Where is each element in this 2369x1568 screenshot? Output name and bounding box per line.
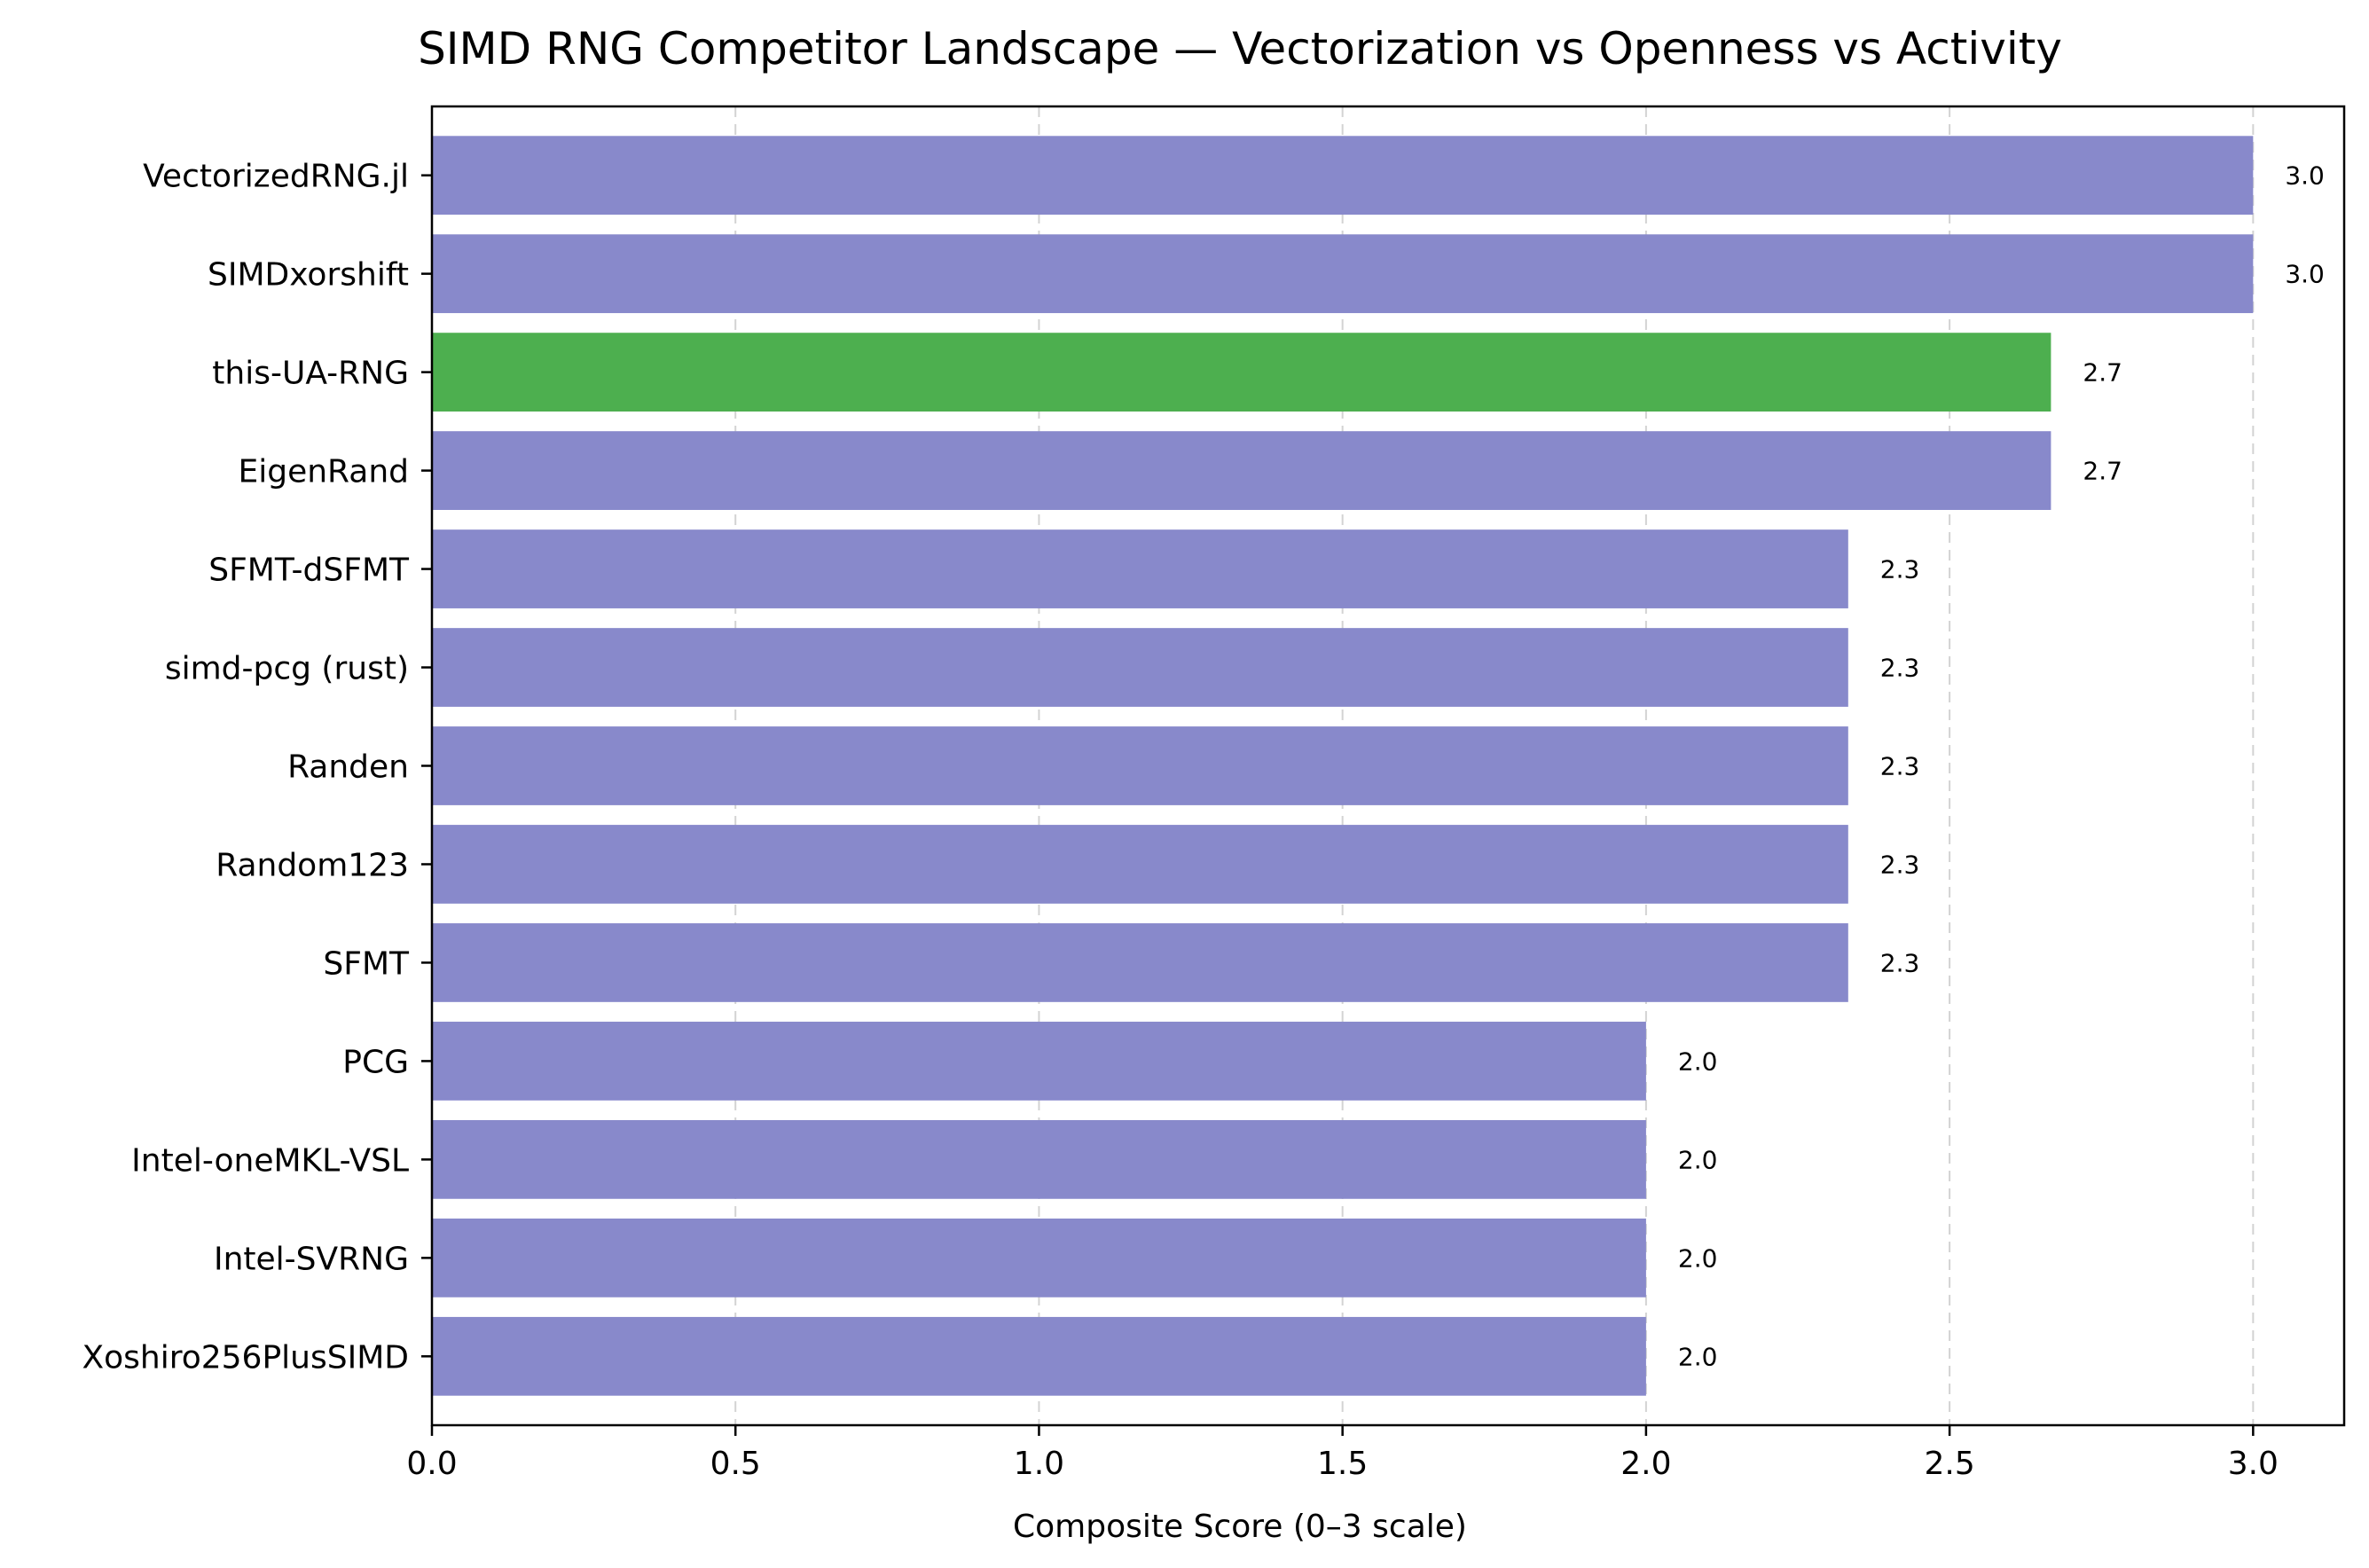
data-label: 2.7 — [2083, 457, 2122, 486]
y-tick-label: PCG — [342, 1044, 409, 1080]
bar — [432, 234, 2254, 314]
x-tick-label: 0.0 — [406, 1446, 457, 1482]
data-label: 2.0 — [1678, 1342, 1718, 1371]
x-tick-label: 3.0 — [2228, 1446, 2279, 1482]
data-label: 2.0 — [1678, 1145, 1718, 1174]
data-label: 2.3 — [1880, 850, 1920, 879]
x-tick-label: 1.0 — [1014, 1446, 1064, 1482]
y-tick-label: Random123 — [216, 847, 409, 883]
bar — [432, 1316, 1646, 1396]
data-labels: 3.0 3.0 2.7 2.7 2.3 2.3 2.3 2.3 2.3 2.0 2.0 2.0 2.0 — [1678, 161, 2325, 1372]
bar — [432, 726, 1848, 805]
y-tick-label: VectorizedRNG.jl — [143, 159, 409, 195]
bar — [432, 825, 1848, 904]
bar — [432, 431, 2051, 510]
data-label: 2.0 — [1678, 1047, 1718, 1076]
y-tick-label: Intel-SVRNG — [214, 1241, 409, 1277]
y-tick-label: Xoshiro256PlusSIMD — [82, 1339, 409, 1376]
bar — [432, 333, 2051, 412]
x-axis-label: Composite Score (0–3 scale) — [1013, 1509, 1467, 1545]
y-tick-label: SFMT — [323, 945, 410, 982]
data-label: 2.3 — [1880, 752, 1920, 781]
data-label: 3.0 — [2285, 161, 2325, 191]
bar — [432, 628, 1848, 707]
bar — [432, 136, 2254, 216]
x-tick-label: 1.5 — [1317, 1446, 1368, 1482]
x-tick-labels: 0.0 0.5 1.0 1.5 2.0 2.5 3.0 — [406, 1425, 2279, 1482]
data-label: 2.7 — [2083, 358, 2122, 388]
bar — [432, 1119, 1646, 1199]
x-tick-label: 0.5 — [710, 1446, 761, 1482]
data-label: 2.3 — [1880, 948, 1920, 977]
y-tick-label: Intel-oneMKL-VSL — [131, 1142, 409, 1179]
bar — [432, 529, 1848, 608]
y-tick-label: Randen — [287, 749, 409, 786]
data-label: 2.3 — [1880, 555, 1920, 584]
x-tick-label: 2.0 — [1620, 1446, 1671, 1482]
y-tick-labels: VectorizedRNG.jl SIMDxorshift this-UA-RNG E… — [82, 159, 432, 1376]
bar — [432, 1218, 1646, 1298]
data-label: 3.0 — [2285, 260, 2325, 289]
y-tick-label: EigenRand — [238, 454, 409, 490]
chart-title: SIMD RNG Competitor Landscape — Vectoriz… — [418, 23, 2062, 74]
data-label: 2.3 — [1880, 654, 1920, 683]
y-tick-label: simd-pcg (rust) — [165, 651, 409, 687]
y-tick-label: SFMT-dSFMT — [208, 553, 410, 589]
bars — [432, 136, 2254, 1396]
bar — [432, 1022, 1646, 1101]
y-tick-label: SIMDxorshift — [208, 257, 409, 294]
bar — [432, 923, 1848, 1002]
data-label: 2.0 — [1678, 1243, 1718, 1273]
y-tick-label: this-UA-RNG — [212, 356, 409, 392]
plot-frame — [430, 105, 2346, 1427]
x-tick-label: 2.5 — [1924, 1446, 1974, 1482]
